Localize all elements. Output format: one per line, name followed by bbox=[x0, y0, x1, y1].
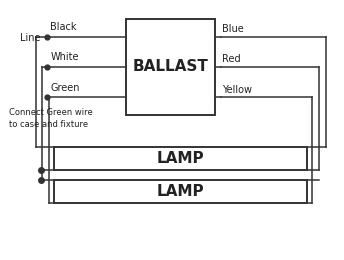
Text: Red: Red bbox=[222, 54, 241, 64]
Text: BALLAST: BALLAST bbox=[132, 60, 208, 74]
Text: Blue: Blue bbox=[222, 24, 244, 34]
Text: LAMP: LAMP bbox=[157, 184, 204, 199]
Bar bbox=[126, 20, 215, 115]
Bar bbox=[54, 147, 307, 170]
Text: Yellow: Yellow bbox=[222, 85, 252, 95]
Bar bbox=[54, 180, 307, 203]
Text: Black: Black bbox=[50, 22, 77, 32]
Text: Connect Green wire
to case and fixture: Connect Green wire to case and fixture bbox=[9, 108, 93, 129]
Text: White: White bbox=[50, 52, 79, 62]
Text: Line: Line bbox=[20, 33, 41, 43]
Text: LAMP: LAMP bbox=[157, 151, 204, 166]
Text: Green: Green bbox=[50, 83, 80, 93]
